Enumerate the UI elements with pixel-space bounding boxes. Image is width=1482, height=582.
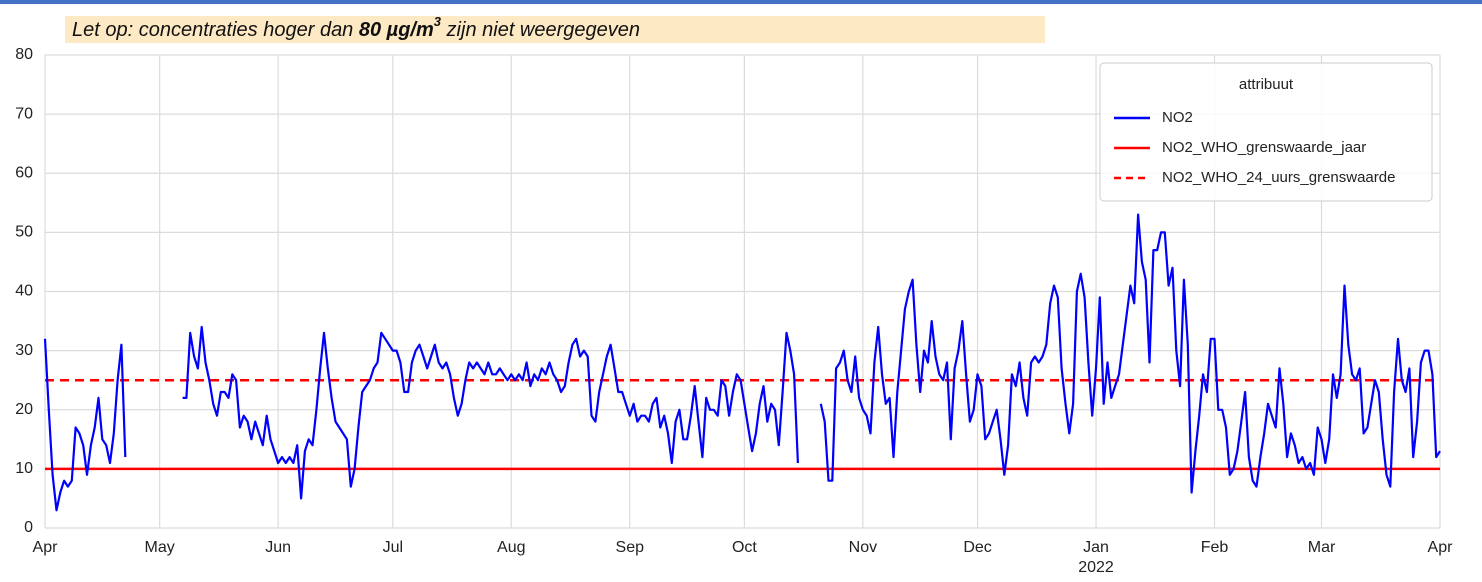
top-border (0, 0, 1482, 4)
note-background (65, 16, 1045, 43)
legend-label: NO2_WHO_24_uurs_grenswaarde (1162, 169, 1395, 186)
note: Let op: concentraties hoger dan 80 µg/m3… (72, 14, 640, 41)
note-text: Let op: concentraties hoger dan (72, 19, 359, 41)
x-tick-label: Nov (849, 539, 877, 556)
x-tick-sublabel: 2022 (1078, 559, 1114, 576)
x-tick-label: Mar (1308, 539, 1336, 556)
data-line (43, 213, 1441, 512)
x-tick-label: May (145, 539, 175, 556)
y-tick-label: 0 (24, 519, 33, 536)
note-bold: 80 µg/m (359, 19, 434, 41)
y-tick-label: 30 (15, 342, 33, 359)
x-tick-label: Jan (1083, 539, 1109, 556)
note-text: zijn niet weergegeven (441, 19, 640, 41)
y-tick-label: 10 (15, 460, 33, 477)
y-tick-label: 80 (15, 46, 33, 63)
x-tick-label: Dec (963, 539, 991, 556)
legend-box (1099, 62, 1433, 202)
y-tick-label: 70 (15, 105, 33, 122)
x-tick-label: Aug (497, 539, 525, 556)
y-tick-label: 60 (15, 164, 33, 181)
legend: attribuut NO2 NO2_WHO_grenswaarde_jaar NO2_… (1099, 62, 1433, 202)
x-tick-label: Apr (33, 539, 59, 556)
x-tick-label: Oct (732, 539, 757, 556)
x-tick-label: Apr (1428, 539, 1454, 556)
legend-label: NO2_WHO_grenswaarde_jaar (1162, 139, 1366, 156)
x-tick-label: Feb (1201, 539, 1229, 556)
plot (43, 213, 1441, 512)
x-tick-label: Sep (616, 539, 645, 556)
y-tick-label: 20 (15, 401, 33, 418)
legend-title: attribuut (1239, 76, 1294, 93)
x-tick-label: Jul (383, 539, 403, 556)
note-sup: 3 (434, 14, 442, 29)
legend-label: NO2 (1162, 109, 1193, 126)
y-tick-label: 50 (15, 224, 33, 241)
y-tick-label: 40 (15, 283, 33, 300)
x-tick-label: Jun (265, 539, 291, 556)
